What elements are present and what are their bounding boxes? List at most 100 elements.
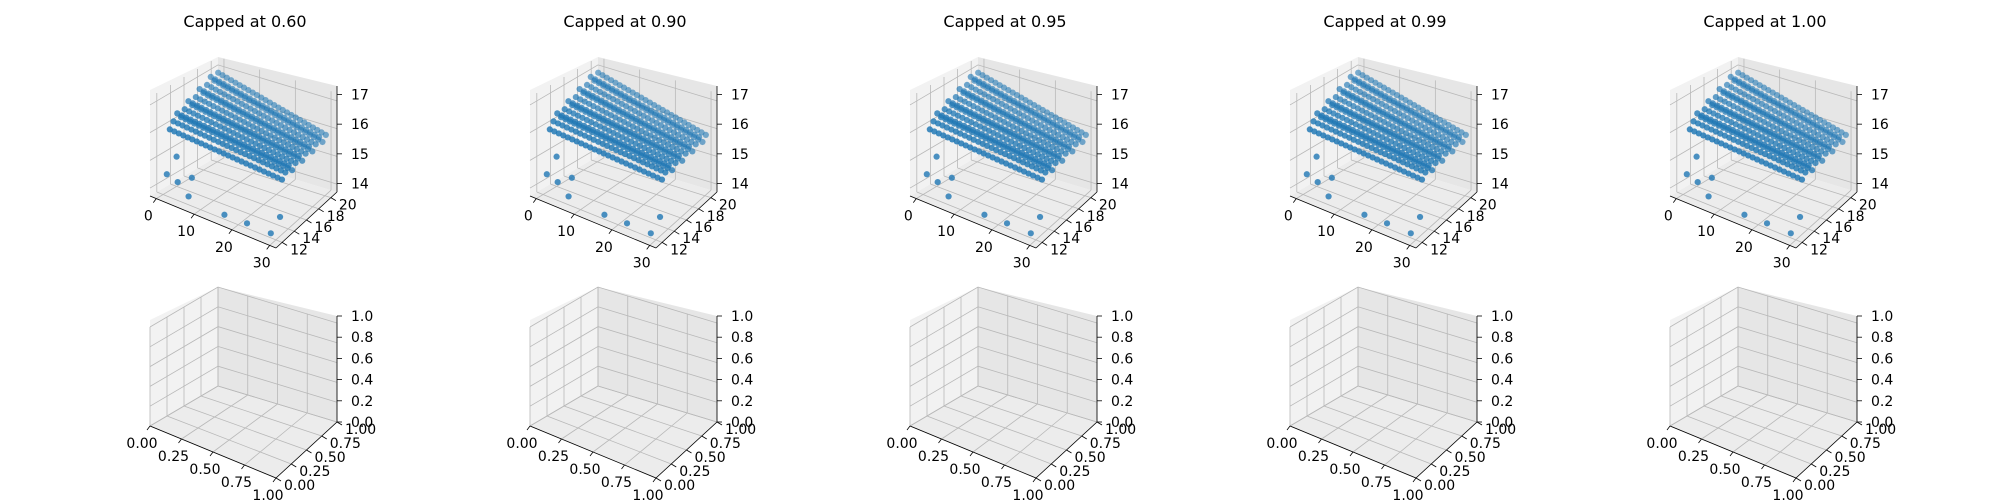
- z-tick-label: 16: [731, 117, 749, 133]
- x-tick-label: 20: [975, 240, 993, 256]
- y-tick-label: 0.75: [1470, 436, 1501, 452]
- x-tick-mark: [241, 464, 245, 470]
- y-tick-label: 0.00: [1424, 478, 1455, 494]
- y-grid-line: [1310, 183, 1435, 232]
- y-tick-label: 20: [1859, 198, 1877, 214]
- y-tick-mark: [1090, 197, 1097, 201]
- floor-pane: [1670, 386, 1857, 478]
- floor-pane: [910, 386, 1097, 478]
- floor-pane: [530, 386, 717, 478]
- y-grid-line: [591, 159, 712, 198]
- scatter-point: [1439, 157, 1446, 164]
- y-tick-label: 0.25: [1439, 464, 1470, 480]
- z-grid-line: [1289, 306, 1478, 348]
- y-grid-line: [536, 191, 663, 243]
- x-tick-label: 0.00: [1646, 436, 1677, 452]
- x-tick-mark: [1349, 451, 1354, 457]
- scatter-point: [1787, 230, 1794, 237]
- scatter-point: [601, 211, 608, 218]
- y-tick-label: 14: [302, 231, 320, 247]
- z-grid-line: [529, 326, 718, 367]
- x-tick-mark: [1748, 229, 1753, 235]
- z-tick-label: 0.4: [731, 373, 753, 389]
- z-tick-label: 0.2: [1491, 394, 1513, 410]
- scatter-point: [1072, 141, 1079, 148]
- z-tick-label: 14: [1871, 177, 1889, 193]
- y-tick-mark: [1811, 463, 1817, 468]
- x-tick-mark: [969, 451, 974, 457]
- scatter-point: [1683, 171, 1690, 178]
- floor-pane: [1670, 156, 1857, 248]
- y-grid-line: [1296, 191, 1423, 243]
- z-grid-line: [909, 326, 1098, 367]
- x-tick-label: 0.00: [1266, 436, 1297, 452]
- x-tick-mark: [1330, 213, 1335, 219]
- y-grid-line: [943, 175, 1067, 221]
- x-tick-mark: [190, 213, 195, 219]
- z-grid-line: [909, 365, 1098, 407]
- y-tick-label: 0.00: [1804, 478, 1835, 494]
- y-tick-mark: [275, 477, 282, 482]
- x-tick-mark: [906, 425, 911, 431]
- x-tick-mark: [950, 213, 955, 219]
- z-grid-line: [149, 147, 338, 189]
- z-tick-label: 0.6: [351, 351, 373, 367]
- y-tick-label: 16: [1455, 220, 1473, 236]
- scatter-point: [185, 193, 192, 200]
- y-tick-mark: [1035, 477, 1042, 482]
- y-grid-line: [1686, 415, 1812, 465]
- scatter-point: [679, 157, 686, 164]
- x-tick-mark: [1786, 245, 1791, 250]
- y-tick-mark: [1856, 421, 1863, 426]
- y-grid-line: [563, 175, 687, 221]
- z-grid-line: [529, 64, 718, 106]
- x-tick-label: 1.00: [252, 488, 283, 500]
- scatter-point: [1708, 174, 1715, 181]
- x-tick-label: 0.50: [949, 462, 980, 478]
- x-tick-label: 0: [1664, 209, 1673, 225]
- y-grid-line: [930, 183, 1055, 232]
- y-tick-label: 1.00: [345, 422, 376, 438]
- y-tick-mark: [686, 219, 692, 224]
- x-tick-label: 1.00: [1392, 488, 1423, 500]
- y-grid-line: [156, 191, 283, 243]
- scatter-point: [923, 171, 930, 178]
- z-tick-label: 17: [1491, 87, 1509, 103]
- scatter-point: [1383, 220, 1391, 227]
- scatter-point: [553, 153, 560, 160]
- scatter-point: [668, 167, 676, 174]
- x-tick-label: 0: [904, 209, 913, 225]
- scatter-point: [276, 213, 284, 221]
- x-tick-mark: [608, 229, 613, 235]
- x-tick-label: 0.00: [886, 436, 917, 452]
- scatter-point: [934, 178, 941, 186]
- y-tick-mark: [686, 449, 692, 454]
- z-grid-line: [1669, 64, 1858, 106]
- y-tick-label: 12: [1050, 242, 1068, 258]
- y-grid-line: [563, 405, 687, 451]
- y-tick-mark: [655, 477, 662, 482]
- y-grid-line: [1690, 183, 1815, 232]
- y-tick-label: 16: [315, 220, 333, 236]
- x-tick-mark: [1792, 477, 1797, 483]
- subplot-9: 0.000.250.500.751.000.000.250.500.751.00…: [1266, 286, 1516, 500]
- x-tick-label: 0.50: [569, 462, 600, 478]
- scatter-point: [1693, 153, 1700, 160]
- y-tick-mark: [1446, 449, 1452, 454]
- y-grid-line: [1703, 405, 1827, 451]
- y-grid-line: [183, 405, 307, 451]
- y-tick-label: 20: [719, 198, 737, 214]
- y-grid-line: [960, 395, 1082, 437]
- z-tick-label: 1.0: [1491, 309, 1513, 325]
- scatter-point: [658, 176, 666, 183]
- subplot-title: Capped at 1.00: [1703, 12, 1826, 31]
- x-axis-line: [1669, 195, 1797, 249]
- y-grid-line: [170, 183, 295, 232]
- y-grid-line: [926, 415, 1052, 465]
- z-grid-line: [1669, 365, 1858, 407]
- z-grid-line: [1289, 385, 1478, 427]
- y-tick-label: 20: [339, 198, 357, 214]
- y-grid-line: [550, 183, 675, 232]
- z-grid-line: [149, 306, 338, 348]
- floor-pane: [910, 156, 1097, 248]
